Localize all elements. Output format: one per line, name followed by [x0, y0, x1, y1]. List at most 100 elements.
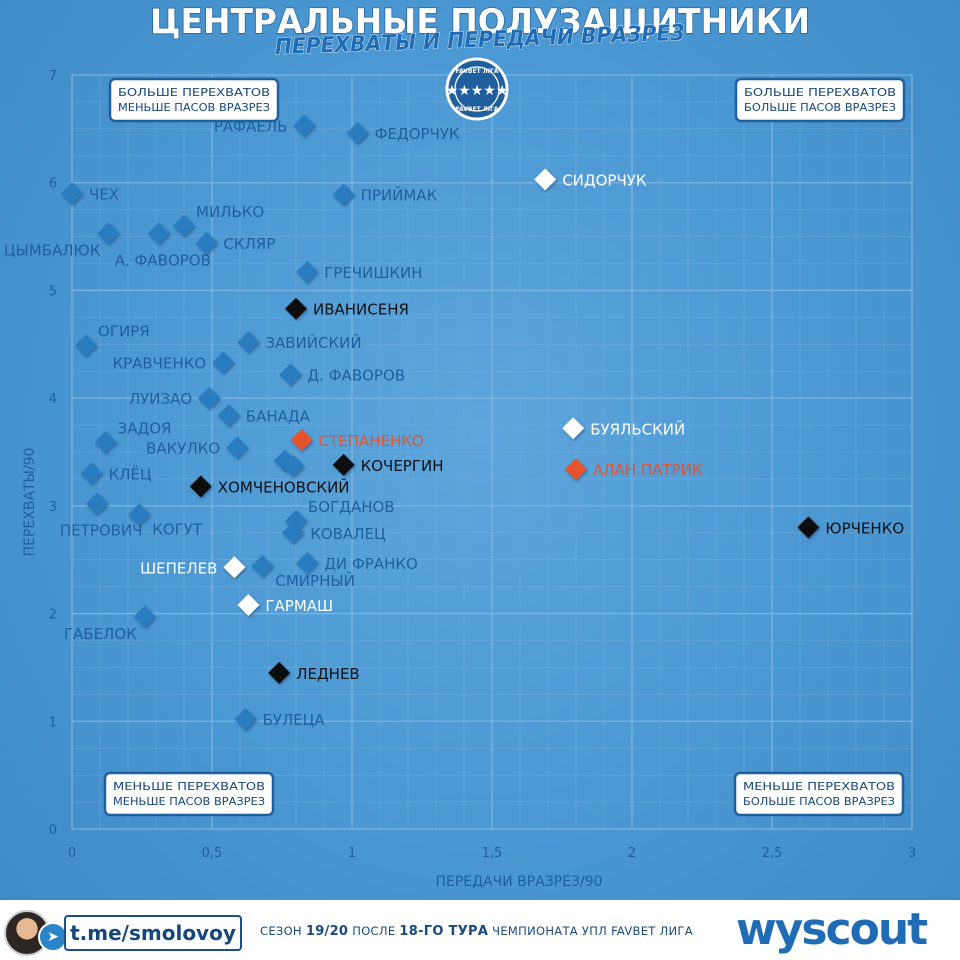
svg-text:БОЛЬШЕ ПАСОВ ВРАЗРЕЗ: БОЛЬШЕ ПАСОВ ВРАЗРЕЗ	[744, 102, 896, 114]
point-label: ГРЕЧИШКИН	[324, 264, 422, 282]
point-marker	[147, 222, 170, 245]
data-point: РАФАЕЛЬ	[214, 114, 316, 137]
data-point: ХОМЧЕНОВСКИЙ	[189, 475, 350, 498]
y-tick-label: 6	[49, 177, 57, 192]
data-point: Д. ФАВОРОВ	[279, 363, 405, 386]
point-marker	[268, 661, 291, 684]
point-marker	[332, 453, 355, 476]
data-point: ЛУИЗАО	[129, 387, 221, 410]
point-label: А. ФАВОРОВ	[115, 251, 211, 269]
svg-text:FAVBET ЛІГА: FAVBET ЛІГА	[456, 68, 499, 75]
data-point: КЛЁЦ	[80, 462, 152, 485]
data-point: ПЕТРОВИЧ	[60, 492, 143, 540]
point-marker	[237, 331, 260, 354]
data-point: КОГУТ	[128, 503, 203, 538]
point-marker	[237, 593, 260, 616]
point-marker	[534, 168, 557, 191]
point-marker	[565, 458, 587, 481]
point-label: СКЛЯР	[223, 235, 275, 253]
point-marker	[223, 556, 246, 579]
point-marker	[212, 351, 235, 374]
telegram-handle-link[interactable]: t.me/smolovoy	[64, 915, 242, 951]
svg-text:МЕНЬШЕ ПЕРЕХВАТОВ: МЕНЬШЕ ПЕРЕХВАТОВ	[743, 781, 895, 793]
point-label: ХОМЧЕНОВСКИЙ	[218, 477, 350, 496]
wyscout-logo: wyscout	[736, 904, 928, 955]
point-marker	[86, 492, 109, 515]
quadrant-label-bottom-left: МЕНЬШЕ ПЕРЕХВАТОВ МЕНЬШЕ ПАСОВ ВРАЗРЕЗ	[103, 771, 275, 817]
point-label: ПЕТРОВИЧ	[60, 522, 143, 540]
page-title: ЦЕНТРАЛЬНЫЕ ПОЛУЗАЩИТНИКИ	[150, 2, 810, 42]
svg-text:★★★★★: ★★★★★	[446, 83, 509, 99]
data-point: ГАБЕЛОК	[64, 605, 156, 643]
point-label: ЛУИЗАО	[129, 390, 192, 408]
point-marker	[189, 475, 212, 498]
point-label: ЗАВИЙСКИЙ	[265, 333, 361, 352]
favbet-liga-logo: ★★★★★ FAVBET ЛІГА FAVBET ЛІГА	[445, 57, 509, 121]
point-label: БУЛЕЦА	[263, 711, 326, 729]
point-label: ЛЕДНЕВ	[296, 665, 360, 683]
point-marker	[75, 334, 97, 357]
y-tick-label: 0	[49, 823, 57, 838]
data-point	[282, 455, 305, 478]
point-label: СТЕПАНЕНКО	[319, 432, 424, 450]
data-point: КОВАЛЕЦ	[282, 521, 386, 544]
x-tick-label: 2	[628, 846, 636, 861]
y-tick-label: 5	[49, 284, 57, 299]
point-label: ГАБЕЛОК	[64, 625, 137, 643]
point-marker	[198, 387, 221, 410]
point-marker	[133, 605, 156, 628]
point-label: ФЕДОРЧУК	[375, 125, 460, 143]
svg-text:МЕНЬШЕ ПАСОВ ВРАЗРЕЗ: МЕНЬШЕ ПАСОВ ВРАЗРЕЗ	[113, 796, 265, 808]
point-label: РАФАЕЛЬ	[214, 118, 288, 136]
point-marker	[285, 297, 307, 320]
y-axis-label: ПЕРЕХВАТЫ/90	[22, 448, 38, 557]
quadrant-label-bottom-right: МЕНЬШЕ ПЕРЕХВАТОВ БОЛЬШЕ ПАСОВ ВРАЗРЕЗ	[733, 771, 905, 817]
data-point: КРАВЧЕНКО	[112, 351, 235, 374]
y-tick-label: 1	[49, 715, 57, 730]
point-label: КОЧЕРГИН	[361, 457, 444, 475]
data-point: СКЛЯР	[195, 232, 275, 255]
point-label: ШЕПЕЛЕВ	[140, 559, 217, 577]
data-point: БУЛЕЦА	[234, 708, 326, 731]
svg-text:МЕНЬШЕ ПАСОВ ВРАЗРЕЗ: МЕНЬШЕ ПАСОВ ВРАЗРЕЗ	[118, 102, 270, 114]
data-point: ГРЕЧИШКИН	[296, 261, 423, 284]
point-label: ЦЫМБАЛЮК	[4, 241, 101, 259]
data-point: БАНАДА	[217, 404, 311, 427]
svg-text:БОЛЬШЕ ПАСОВ ВРАЗРЕЗ: БОЛЬШЕ ПАСОВ ВРАЗРЕЗ	[743, 796, 895, 808]
point-label: ЗАДОЯ	[118, 419, 172, 437]
point-marker	[279, 363, 302, 386]
point-label: ОГИРЯ	[98, 322, 150, 340]
data-point: СТЕПАНЕНКО	[290, 429, 424, 452]
data-point: ДИ ФРАНКО	[296, 551, 418, 574]
data-point: ШЕПЕЛЕВ	[140, 556, 246, 579]
point-label: ДИ ФРАНКО	[324, 555, 418, 573]
point-label: КЛЁЦ	[109, 465, 152, 484]
point-marker	[282, 521, 305, 544]
quadrant-label-top-left: БОЛЬШЕ ПЕРЕХВАТОВ МЕНЬШЕ ПАСОВ ВРАЗРЕЗ	[108, 77, 280, 123]
point-marker	[251, 555, 274, 578]
data-point: АЛАН ПАТРИК	[565, 458, 703, 481]
y-tick-label: 3	[49, 500, 57, 515]
point-marker	[97, 222, 120, 245]
x-tick-label: 0	[68, 846, 76, 861]
point-marker	[217, 404, 240, 427]
data-point: ИВАНИСЕНЯ	[285, 297, 409, 320]
point-marker	[332, 183, 355, 206]
season-round: 18-ГО ТУРА	[399, 924, 489, 939]
data-point: ЗАВИЙСКИЙ	[237, 331, 362, 354]
point-marker	[290, 429, 313, 452]
point-label: ЧЕХ	[89, 185, 119, 203]
data-point: ЮРЧЕНКО	[797, 516, 904, 539]
point-label: ЮРЧЕНКО	[825, 519, 904, 537]
svg-text:БОЛЬШЕ ПЕРЕХВАТОВ: БОЛЬШЕ ПЕРЕХВАТОВ	[118, 87, 270, 99]
point-label: СМИРНЫЙ	[275, 571, 354, 590]
point-label: Д. ФАВОРОВ	[307, 366, 405, 384]
point-label: МИЛЬКО	[196, 203, 264, 221]
x-tick-label: 2,5	[762, 846, 783, 861]
point-marker	[346, 122, 369, 145]
data-point: ЧЕХ	[61, 182, 119, 205]
point-marker	[128, 503, 151, 526]
data-point: БУЯЛЬСКИЙ	[562, 417, 685, 440]
season-suffix: ЧЕМПИОНАТА УПЛ FAVBET ЛИГА	[492, 924, 693, 938]
point-marker	[797, 516, 820, 539]
